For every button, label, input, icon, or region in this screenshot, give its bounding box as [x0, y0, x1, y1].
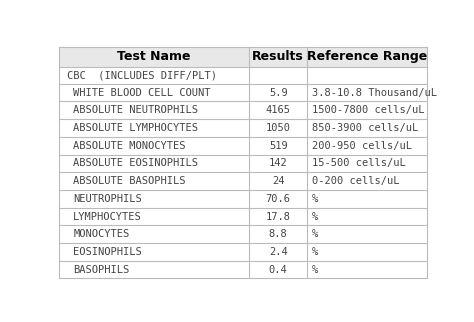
Bar	[59, 101, 249, 119]
Text: 17.8: 17.8	[266, 212, 291, 222]
Bar	[59, 225, 249, 243]
Text: 2.4: 2.4	[269, 247, 288, 257]
Bar	[249, 84, 307, 101]
Bar	[249, 225, 307, 243]
Text: 142: 142	[269, 158, 288, 168]
Text: ABSOLUTE EOSINOPHILS: ABSOLUTE EOSINOPHILS	[73, 158, 198, 168]
Text: 0.4: 0.4	[269, 265, 288, 275]
Bar	[307, 119, 427, 137]
Bar	[307, 84, 427, 101]
Text: 519: 519	[269, 141, 288, 151]
Text: 0-200 cells/uL: 0-200 cells/uL	[312, 176, 400, 186]
Text: 8.8: 8.8	[269, 229, 288, 239]
Bar	[59, 137, 249, 155]
Bar	[307, 243, 427, 261]
Text: ABSOLUTE MONOCYTES: ABSOLUTE MONOCYTES	[73, 141, 186, 151]
Bar	[249, 47, 307, 67]
Text: 24: 24	[272, 176, 284, 186]
Bar	[249, 190, 307, 208]
Bar	[307, 225, 427, 243]
Text: 3.8-10.8 Thousand/uL: 3.8-10.8 Thousand/uL	[312, 88, 437, 98]
Bar	[59, 172, 249, 190]
Text: ABSOLUTE LYMPHOCYTES: ABSOLUTE LYMPHOCYTES	[73, 123, 198, 133]
Text: MONOCYTES: MONOCYTES	[73, 229, 129, 239]
Bar	[249, 101, 307, 119]
Text: BASOPHILS: BASOPHILS	[73, 265, 129, 275]
Text: ABSOLUTE NEUTROPHILS: ABSOLUTE NEUTROPHILS	[73, 105, 198, 115]
Bar	[307, 208, 427, 225]
Text: %: %	[312, 212, 318, 222]
Bar	[307, 155, 427, 172]
Bar	[249, 261, 307, 279]
Text: 70.6: 70.6	[266, 194, 291, 204]
Bar	[249, 137, 307, 155]
Text: 1500-7800 cells/uL: 1500-7800 cells/uL	[312, 105, 424, 115]
Text: 850-3900 cells/uL: 850-3900 cells/uL	[312, 123, 418, 133]
Text: %: %	[312, 265, 318, 275]
Bar	[249, 119, 307, 137]
Bar	[307, 101, 427, 119]
Bar	[249, 155, 307, 172]
Bar	[59, 155, 249, 172]
Bar	[307, 137, 427, 155]
Bar	[249, 243, 307, 261]
Bar	[59, 261, 249, 279]
Text: 200-950 cells/uL: 200-950 cells/uL	[312, 141, 412, 151]
Bar	[59, 47, 249, 67]
Text: 1050: 1050	[266, 123, 291, 133]
Text: CBC  (INCLUDES DIFF/PLT): CBC (INCLUDES DIFF/PLT)	[67, 70, 217, 80]
Bar	[59, 119, 249, 137]
Text: 15-500 cells/uL: 15-500 cells/uL	[312, 158, 406, 168]
Text: 4165: 4165	[266, 105, 291, 115]
Text: Test Name: Test Name	[118, 50, 191, 63]
Text: EOSINOPHILS: EOSINOPHILS	[73, 247, 142, 257]
Bar	[307, 261, 427, 279]
Text: ABSOLUTE BASOPHILS: ABSOLUTE BASOPHILS	[73, 176, 186, 186]
Text: %: %	[312, 194, 318, 204]
Bar	[59, 47, 427, 67]
Bar	[59, 84, 249, 101]
Text: Results: Results	[252, 50, 304, 63]
Text: WHITE BLOOD CELL COUNT: WHITE BLOOD CELL COUNT	[73, 88, 211, 98]
Text: Reference Range: Reference Range	[307, 50, 427, 63]
Bar	[307, 190, 427, 208]
Bar	[59, 67, 427, 84]
Bar	[249, 208, 307, 225]
Text: %: %	[312, 247, 318, 257]
Bar	[307, 47, 427, 67]
Bar	[59, 208, 249, 225]
Text: %: %	[312, 229, 318, 239]
Bar	[59, 243, 249, 261]
Bar	[59, 190, 249, 208]
Text: 5.9: 5.9	[269, 88, 288, 98]
Bar	[249, 172, 307, 190]
Bar	[307, 172, 427, 190]
Text: NEUTROPHILS: NEUTROPHILS	[73, 194, 142, 204]
Text: LYMPHOCYTES: LYMPHOCYTES	[73, 212, 142, 222]
